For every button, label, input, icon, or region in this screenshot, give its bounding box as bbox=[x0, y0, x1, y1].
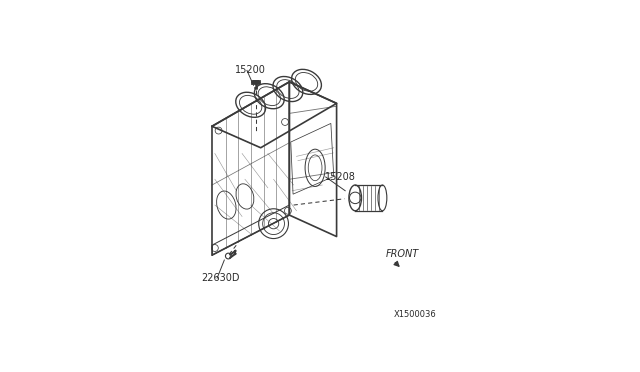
Text: FRONT: FRONT bbox=[385, 249, 419, 259]
Text: 15200: 15200 bbox=[235, 65, 266, 76]
Text: 15208: 15208 bbox=[325, 172, 356, 182]
Text: 22630D: 22630D bbox=[202, 273, 240, 283]
Text: X1500036: X1500036 bbox=[394, 310, 436, 319]
